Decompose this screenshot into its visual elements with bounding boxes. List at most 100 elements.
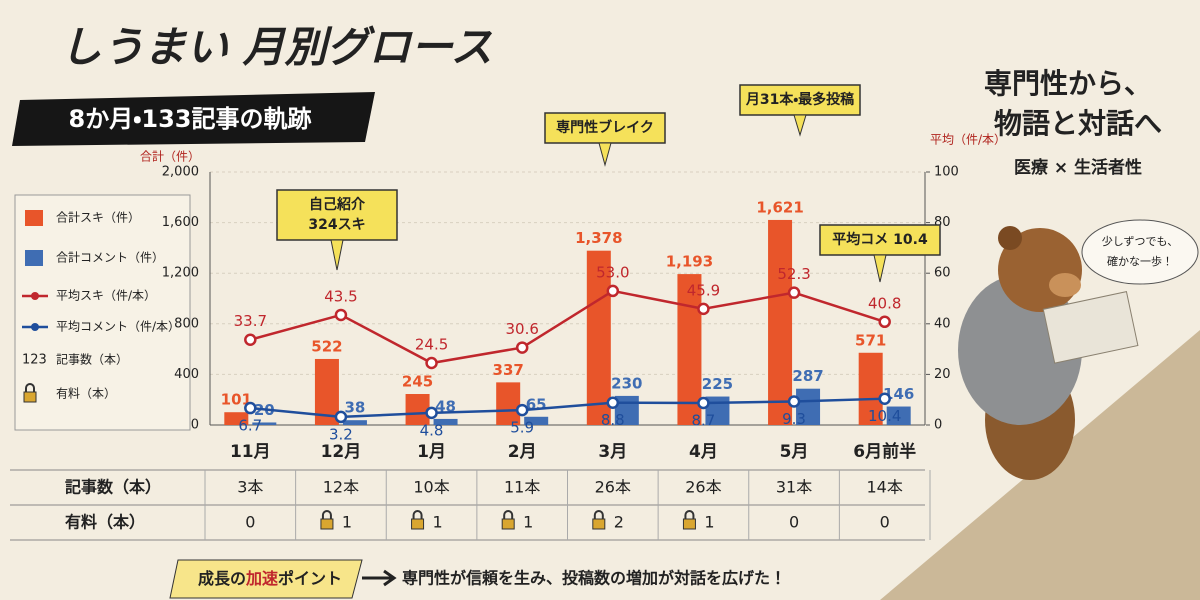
x-tick-label: 3月: [598, 442, 627, 462]
value-label: 522: [311, 337, 342, 355]
table-cell: 31本: [776, 478, 812, 497]
y-tick-label: 0: [191, 418, 199, 433]
callout-box: [276, 189, 398, 241]
line-point: [334, 308, 348, 322]
y2-tick-label: 0: [934, 418, 942, 433]
bear-snout: [1049, 273, 1081, 297]
footer-label-part: 加速: [245, 569, 278, 588]
value-label: 337: [493, 361, 524, 379]
chart-subtitle: 8か月・133記事の軌跡: [69, 105, 312, 133]
y-tick-label: 1,200: [162, 266, 199, 281]
line-point: [244, 333, 257, 346]
legend-dot: [31, 323, 39, 331]
bar: [496, 382, 521, 425]
y2-axis-title: 平均（件/本）: [930, 133, 1006, 147]
value-label: 1,621: [756, 198, 803, 216]
callout-text: 専門性ブレイク: [556, 119, 654, 136]
callout-pointer: [793, 114, 807, 137]
footer-label-box: [169, 559, 363, 599]
value-label: 30.6: [505, 320, 538, 338]
callout-box: [544, 112, 666, 144]
bar: [858, 352, 883, 425]
chart-title: しうまい 月別グロース: [60, 23, 493, 72]
table-cell: 11本: [504, 478, 540, 497]
callout-text: 324スキ: [308, 217, 365, 233]
bar: [405, 394, 430, 425]
value-label: 33.7: [234, 312, 267, 330]
bar: [433, 418, 458, 425]
lock-shackle: [25, 383, 35, 392]
value-label: 1,193: [666, 253, 713, 271]
bar: [614, 395, 639, 425]
value-label: 24.5: [415, 336, 448, 354]
x-tick-label: 2月: [508, 442, 537, 462]
side-headline: 専門性から、: [984, 67, 1152, 100]
value-label: 40.8: [868, 294, 901, 312]
table-header: 記事数（本）: [65, 478, 161, 497]
value-label: 38: [345, 399, 366, 417]
callout-text: 自己紹介: [309, 196, 365, 213]
y2-tick-label: 20: [934, 367, 951, 382]
y-tick-label: 2,000: [162, 165, 199, 180]
x-tick-label: 6月前半: [853, 441, 916, 462]
y2-tick-label: 40: [934, 316, 951, 331]
value-label: 9.3: [782, 410, 806, 428]
line: [249, 289, 886, 365]
callout-text: 月31本・最多投稿: [745, 91, 854, 108]
callout-box: [819, 224, 941, 256]
table-cell: 26本: [685, 478, 721, 497]
table-cell: 3本: [237, 478, 263, 497]
lock-shackle: [684, 510, 695, 519]
line-point: [244, 401, 257, 415]
value-label: 1,378: [575, 229, 622, 247]
lock-body: [501, 518, 515, 530]
value-label: 6.7: [238, 417, 262, 435]
x-tick-label: 1月: [417, 442, 446, 462]
table-cell: 2: [614, 513, 624, 532]
legend-symbol: 123: [22, 353, 47, 368]
bar: [768, 219, 793, 425]
y-tick-label: 400: [174, 367, 199, 382]
legend-swatch: [25, 210, 43, 226]
value-label: 43.5: [324, 287, 357, 305]
lock-shackle: [593, 510, 604, 519]
table-cell: 0: [880, 513, 890, 532]
table-header: 有料（本）: [65, 513, 145, 532]
y-tick-label: 800: [174, 316, 199, 331]
side-tagline: 医療 × 生活者性: [1014, 157, 1142, 178]
table-cell: 26本: [595, 478, 631, 497]
bar: [677, 274, 702, 425]
y2-tick-label: 60: [934, 266, 951, 281]
table-cell: 0: [245, 513, 255, 532]
value-label: 48: [435, 397, 456, 415]
legend-swatch: [25, 250, 43, 266]
callout-box: [739, 84, 861, 116]
callout-text: 平均コメ 10.4: [832, 231, 928, 248]
value-label: 287: [792, 367, 823, 385]
bar: [586, 250, 611, 425]
value-label: 571: [855, 331, 886, 349]
y-tick-label: 1,600: [162, 215, 199, 230]
legend-label: 合計コメント（件）: [56, 250, 164, 265]
table-cell: 10本: [413, 478, 449, 497]
value-label: 230: [611, 374, 642, 392]
value-label: 10.4: [868, 407, 901, 425]
value-label: 52.3: [777, 265, 810, 283]
table-cell: 1: [704, 513, 714, 532]
bar: [252, 422, 277, 425]
lock-shackle: [412, 510, 423, 519]
lock-shackle: [321, 510, 332, 519]
value-label: 45.9: [687, 281, 720, 299]
line-point: [425, 406, 438, 420]
bar: [886, 406, 911, 425]
callout-pointer: [598, 142, 612, 167]
footer-label: 成長の加速ポイント: [198, 569, 342, 588]
bar: [796, 388, 821, 425]
callout-pointer: [873, 254, 887, 283]
lock-shackle: [503, 510, 514, 519]
speech-text: 少しずつでも、: [1102, 234, 1178, 248]
line-point: [787, 286, 801, 299]
footer-label-part: 成長の: [198, 569, 246, 588]
subtitle-banner: [12, 92, 375, 146]
